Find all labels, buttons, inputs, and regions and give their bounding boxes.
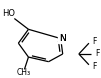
Bar bbox=[58, 35, 67, 43]
Text: N: N bbox=[59, 34, 66, 43]
Text: F: F bbox=[95, 49, 99, 58]
Text: CH₃: CH₃ bbox=[16, 68, 31, 77]
Text: F: F bbox=[92, 62, 96, 71]
Text: HO: HO bbox=[2, 9, 15, 18]
Text: N: N bbox=[59, 34, 66, 43]
Text: F: F bbox=[92, 37, 96, 46]
